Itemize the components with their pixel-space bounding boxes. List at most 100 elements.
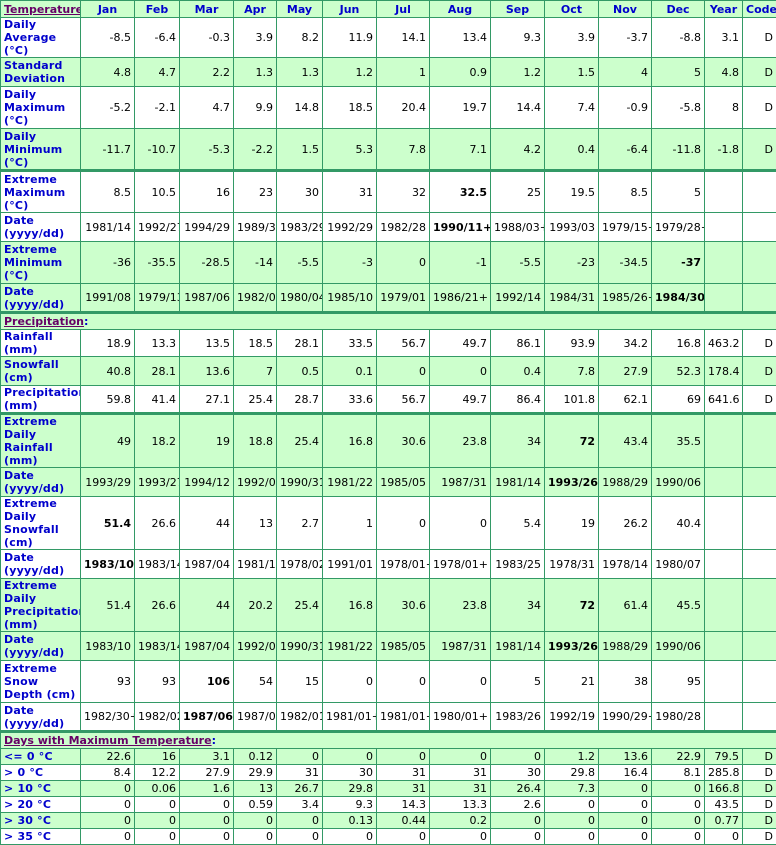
cell-jan: 40.8 [81, 357, 135, 386]
cell-aug: 0 [430, 829, 491, 845]
row-label: Extreme Maximum (°C) [1, 171, 81, 213]
column-header-code: Code [743, 1, 776, 18]
cell-feb: 1992/27 [135, 213, 180, 242]
cell-oct: 1993/03 [545, 213, 599, 242]
cell-year: 178.4 [705, 357, 743, 386]
cell-sep: 0 [491, 749, 545, 765]
cell-aug: 0.2 [430, 813, 491, 829]
cell-year: 8 [705, 87, 743, 129]
row-label: > 30 °C [1, 813, 81, 829]
cell-jan: 22.6 [81, 749, 135, 765]
cell-mar: 1994/12 [180, 468, 234, 497]
cell-feb: 1982/02 [135, 703, 180, 732]
cell-jun: 0 [323, 749, 377, 765]
cell-oct: 0 [545, 829, 599, 845]
cell-aug: 31 [430, 765, 491, 781]
cell-oct: 0 [545, 797, 599, 813]
row-label: > 35 °C [1, 829, 81, 845]
cell-nov: 0 [599, 829, 652, 845]
colon: : [84, 315, 88, 328]
cell-dec: 1984/30 [652, 284, 705, 313]
cell-sep: 1992/14 [491, 284, 545, 313]
cell-apr: 25.4 [234, 386, 277, 414]
cell-year: 285.8 [705, 765, 743, 781]
cell-dec: -8.8 [652, 18, 705, 58]
row-label: > 20 °C [1, 797, 81, 813]
cell-jan: 0 [81, 813, 135, 829]
cell-jan: 1983/10 [81, 550, 135, 579]
cell-jul: 1985/05 [377, 632, 430, 661]
cell-jan: 1982/30+ [81, 703, 135, 732]
cell-oct: 1992/19 [545, 703, 599, 732]
cell-nov: -6.4 [599, 129, 652, 171]
cell-sep: 26.4 [491, 781, 545, 797]
section-link[interactable]: Days with Maximum Temperature [4, 734, 212, 747]
cell-code: D [743, 813, 776, 829]
cell-year [705, 213, 743, 242]
cell-may: 1.3 [277, 58, 323, 87]
cell-dec: 16.8 [652, 330, 705, 357]
record-value: 1990/11+ [433, 221, 491, 234]
cell-oct: -23 [545, 242, 599, 284]
cell-jul: 1985/05 [377, 468, 430, 497]
cell-year [705, 242, 743, 284]
cell-sep: 30 [491, 765, 545, 781]
cell-jul: 56.7 [377, 330, 430, 357]
cell-may: 1.5 [277, 129, 323, 171]
cell-feb: -10.7 [135, 129, 180, 171]
column-header-jun: Jun [323, 1, 377, 18]
row-label: Extreme Minimum (°C) [1, 242, 81, 284]
cell-feb: 0 [135, 829, 180, 845]
cell-feb: 1983/14 [135, 632, 180, 661]
cell-apr: 9.9 [234, 87, 277, 129]
cell-jun: 1981/01+ [323, 703, 377, 732]
column-header-jan: Jan [81, 1, 135, 18]
column-header-feb: Feb [135, 1, 180, 18]
row-label: Date (yyyy/dd) [1, 550, 81, 579]
cell-jul: 14.3 [377, 797, 430, 813]
cell-mar: 0 [180, 797, 234, 813]
cell-may: 28.1 [277, 330, 323, 357]
cell-feb: 18.2 [135, 414, 180, 468]
cell-apr: -2.2 [234, 129, 277, 171]
cell-aug: 31 [430, 781, 491, 797]
cell-sep: 5.4 [491, 497, 545, 550]
cell-code: D [743, 129, 776, 171]
cell-year [705, 550, 743, 579]
cell-dec: -5.8 [652, 87, 705, 129]
cell-feb: 93 [135, 661, 180, 703]
cell-nov: 26.2 [599, 497, 652, 550]
cell-oct: 1984/31 [545, 284, 599, 313]
cell-may: 2.7 [277, 497, 323, 550]
cell-mar: 44 [180, 579, 234, 632]
cell-year [705, 661, 743, 703]
cell-jan: -11.7 [81, 129, 135, 171]
colon: : [212, 734, 216, 747]
temperature-link[interactable]: Temperature [4, 3, 81, 16]
cell-sep: 25 [491, 171, 545, 213]
cell-sep: 0 [491, 829, 545, 845]
cell-oct: 1978/31 [545, 550, 599, 579]
cell-code [743, 661, 776, 703]
cell-nov: 38 [599, 661, 652, 703]
cell-feb: 26.6 [135, 497, 180, 550]
cell-feb: 1979/13 [135, 284, 180, 313]
section-link[interactable]: Precipitation [4, 315, 84, 328]
cell-year: 0.77 [705, 813, 743, 829]
cell-sep: 4.2 [491, 129, 545, 171]
cell-may: 15 [277, 661, 323, 703]
cell-mar: 1994/29 [180, 213, 234, 242]
column-header-dec: Dec [652, 1, 705, 18]
cell-jul: 30.6 [377, 414, 430, 468]
cell-sep: 1983/25 [491, 550, 545, 579]
cell-code: D [743, 797, 776, 813]
cell-sep: 34 [491, 579, 545, 632]
row-label: Date (yyyy/dd) [1, 213, 81, 242]
cell-jun: 33.5 [323, 330, 377, 357]
